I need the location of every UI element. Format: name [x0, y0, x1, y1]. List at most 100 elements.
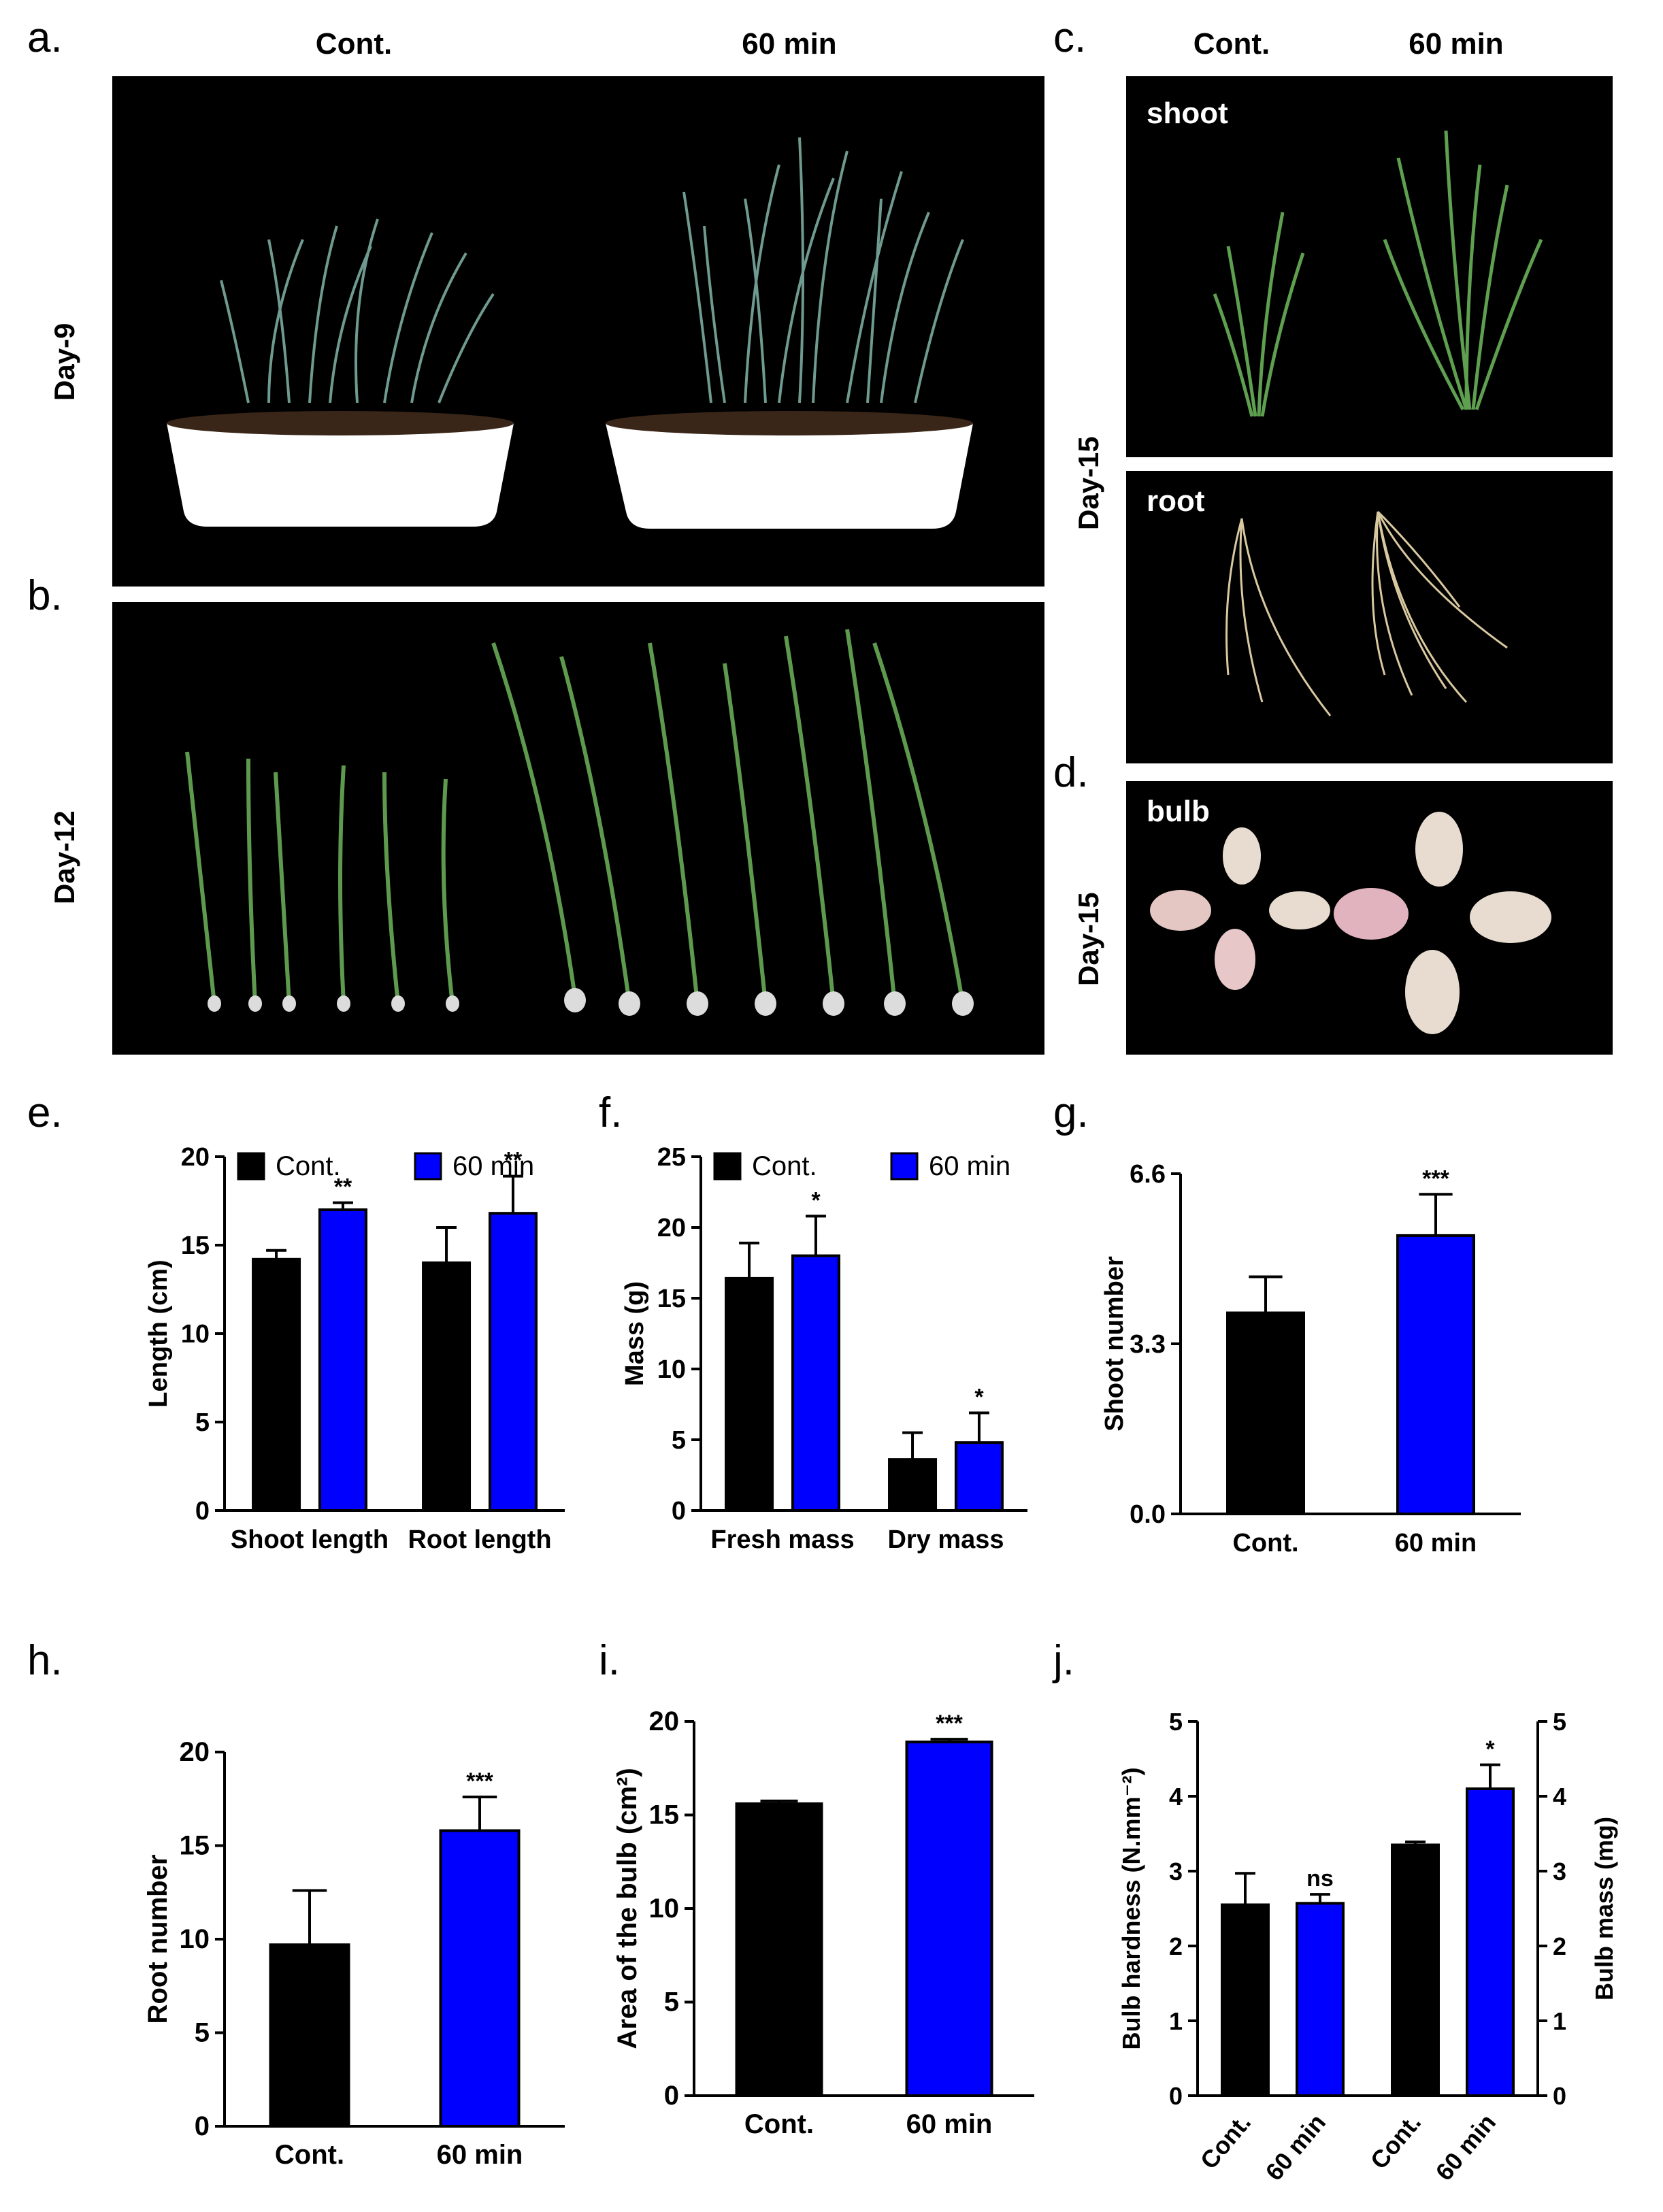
panel-a-treatment-label: 60 min [742, 27, 837, 61]
x-tick-label: Cont. [744, 2109, 814, 2139]
legend-swatch [713, 1152, 742, 1181]
bar [954, 1441, 1004, 1512]
chart-h: 0 5 10 15 20 Root number Cont. *** 60 min [143, 1737, 565, 2170]
x-tick-label: 60 min [906, 2109, 993, 2139]
day-label-a: Day-9 [48, 323, 80, 401]
legend-swatch [890, 1152, 919, 1181]
root-label: root [1147, 484, 1205, 518]
bar [1396, 1234, 1475, 1515]
bulb-label: bulb [1147, 795, 1210, 828]
panel-letter-h: h. [27, 1637, 63, 1684]
legend-label: 60 min [452, 1151, 534, 1181]
y-axis-label: Shoot number [1100, 1256, 1129, 1432]
photo-panel-b [112, 602, 1044, 1055]
control-pot [167, 423, 514, 527]
legend-label: 60 min [929, 1151, 1010, 1181]
legend-swatch [237, 1152, 265, 1181]
y-tick-label: 25 [657, 1143, 686, 1172]
panel-letter-c: c. [1053, 14, 1087, 61]
panel-letter-b: b. [27, 572, 63, 619]
y-tick-label: 0 [664, 2081, 679, 2111]
panel-c-control-label: Cont. [1193, 27, 1270, 61]
bar [1466, 1787, 1515, 2097]
significance-label: *** [466, 1768, 493, 1794]
y-tick-label-right: 2 [1553, 1932, 1566, 1960]
x-tick-label: Cont. [1365, 2109, 1427, 2175]
y-tick-label: 1 [1169, 2007, 1183, 2035]
y-tick-label-right: 1 [1553, 2007, 1566, 2035]
photo-panel-d-bulb: bulb [1126, 781, 1613, 1055]
y-tick-label: 3.3 [1130, 1330, 1166, 1359]
panel-c-treatment-label: 60 min [1409, 27, 1504, 61]
panel-letter-a: a. [27, 14, 63, 61]
panel-letter-f: f. [599, 1089, 623, 1136]
treatment-pot [606, 423, 973, 529]
y-tick-label: 5 [195, 1408, 210, 1437]
y-tick-label: 6.6 [1130, 1160, 1166, 1189]
significance-label: ** [504, 1148, 523, 1174]
y-tick-label: 15 [649, 1800, 680, 1830]
bar [791, 1254, 840, 1512]
y-axis-label-right: Bulb mass (mg) [1590, 1817, 1618, 2000]
x-tick-label: 60 min [1395, 1529, 1477, 1557]
y-axis-label: Area of the bulb (cm²) [612, 1768, 642, 2049]
significance-label: * [811, 1187, 821, 1213]
panel-letter-i: i. [599, 1637, 620, 1684]
y-tick-label: 4 [1169, 1783, 1183, 1811]
y-tick-label: 0 [672, 1497, 686, 1525]
chart-j: 0 1 2 3 4 5 Bulb hardness (N.mm⁻²) Cont. ns 60 mi… [1117, 1708, 1618, 2186]
bar [905, 1740, 993, 2097]
x-tick-label: 60 min [1259, 2109, 1331, 2186]
bar [422, 1261, 472, 1512]
legend-label: Cont. [276, 1151, 341, 1181]
x-tick-label: Cont. [1195, 2109, 1257, 2175]
day-label-b: Day-12 [48, 810, 80, 904]
panel-letter-j: j. [1053, 1637, 1074, 1684]
legend-swatch [414, 1152, 442, 1181]
chart-e: 0 5 10 15 20 Length (cm) ** Shoot length ** Root … [144, 1143, 565, 1554]
significance-label: *** [936, 1711, 963, 1736]
y-axis-label: Mass (g) [621, 1281, 649, 1386]
y-tick-label: 20 [657, 1214, 686, 1242]
bar [439, 1829, 521, 2128]
photo-panel-c-root: root [1126, 471, 1613, 763]
x-tick-label: Dry mass [887, 1525, 1004, 1554]
y-tick-label-right: 4 [1553, 1783, 1566, 1811]
significance-label: * [974, 1384, 984, 1410]
significance-label: ns [1306, 1866, 1334, 1892]
y-tick-label: 0 [195, 1497, 210, 1525]
y-tick-label: 5 [672, 1426, 686, 1455]
x-tick-label: Cont. [275, 2140, 344, 2170]
y-tick-label: 5 [195, 2018, 210, 2048]
bar [725, 1276, 774, 1512]
y-tick-label-right: 0 [1553, 2082, 1566, 2110]
bar [269, 1943, 350, 2128]
panel-a-control-label: Cont. [315, 27, 393, 61]
bulb-illustration [1150, 812, 1551, 1034]
y-axis-label: Bulb hardness (N.mm⁻²) [1117, 1767, 1145, 2049]
bar [488, 1212, 538, 1512]
y-tick-label: 5 [1169, 1708, 1183, 1736]
bar [318, 1208, 367, 1512]
bar [252, 1257, 301, 1513]
y-tick-label: 20 [181, 1143, 210, 1172]
chart-f: 0 5 10 15 20 25 Mass (g) * Fresh mass * Dry mass Co… [621, 1143, 1027, 1554]
x-tick-label: Fresh mass [710, 1525, 854, 1554]
significance-label: * [1485, 1736, 1495, 1762]
chart-g: 0.0 3.3 6.6 Shoot number Cont. *** 60 min [1100, 1160, 1521, 1557]
panel-letter-d: d. [1053, 749, 1089, 796]
x-tick-label: 60 min [437, 2140, 523, 2170]
y-tick-label: 0.0 [1130, 1500, 1166, 1529]
bar [1221, 1903, 1270, 2097]
x-tick-label: Shoot length [231, 1525, 389, 1554]
bar [1391, 1843, 1440, 2097]
photo-panel-a [112, 76, 1044, 587]
y-tick-label: 3 [1169, 1858, 1183, 1885]
panel-letter-g: g. [1053, 1089, 1089, 1136]
y-axis-label: Length (cm) [144, 1259, 173, 1407]
day-label-c: Day-15 [1072, 436, 1104, 530]
y-tick-label: 20 [649, 1706, 680, 1736]
y-tick-label: 10 [180, 1924, 210, 1954]
bar [1226, 1311, 1305, 1515]
chart-i: 0 5 10 15 20 Area of the bulb (cm²) Cont. *** 60… [612, 1706, 1034, 2139]
